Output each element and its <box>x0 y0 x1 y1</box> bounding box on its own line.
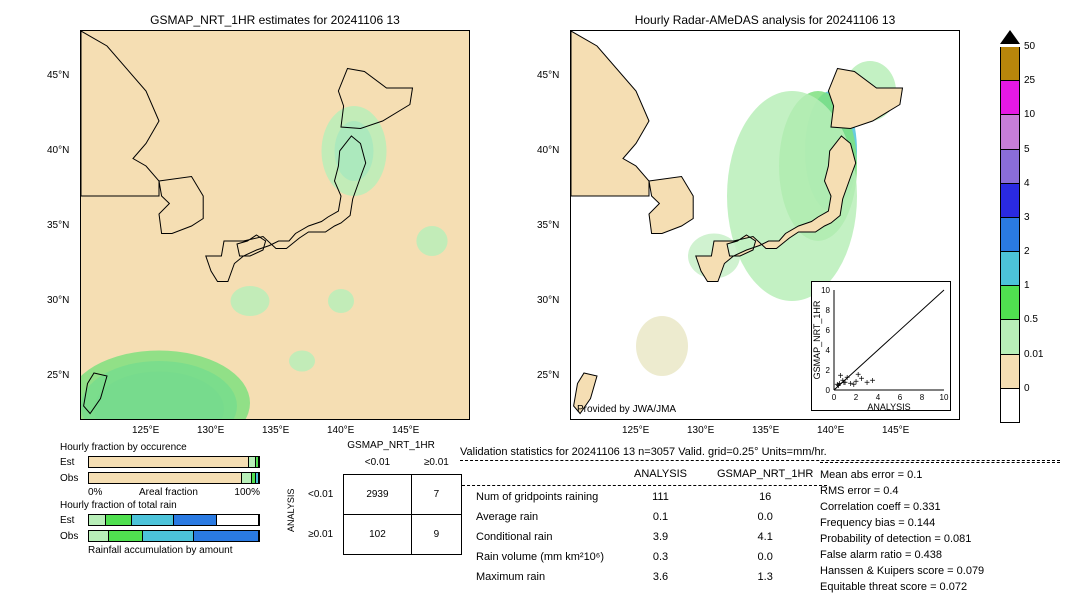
svg-text:2: 2 <box>854 393 859 402</box>
areal-100: 100% <box>234 487 260 498</box>
colorbar-label: 0 <box>1024 383 1030 394</box>
xtick: 145°E <box>882 425 909 436</box>
svg-text:6: 6 <box>826 326 831 335</box>
colorbar-label: 4 <box>1024 178 1030 189</box>
totalrain-est-bar <box>88 514 260 526</box>
provider-watermark: Provided by JWA/JMA <box>577 404 676 415</box>
svg-text:0: 0 <box>832 393 837 402</box>
ytick: 45°N <box>47 70 69 81</box>
ct-row-head: ANALYSIS <box>286 489 296 532</box>
xtick: 135°E <box>262 425 289 436</box>
colorbar-label: 10 <box>1024 109 1035 120</box>
occurence-obs-bar <box>88 472 260 484</box>
xtick: 130°E <box>687 425 714 436</box>
occurence-title: Hourly fraction by occurence <box>60 442 260 453</box>
metric-row: Probability of detection = 0.081 <box>820 531 1060 547</box>
contingency-table: <0.01≥0.01<0.0129397≥0.011029 <box>298 451 462 555</box>
svg-text:6: 6 <box>898 393 903 402</box>
colorbar-label: 0.01 <box>1024 349 1043 360</box>
accum-footer: Rainfall accumulation by amount <box>60 545 260 556</box>
metric-row: Equitable threat score = 0.072 <box>820 579 1060 595</box>
xtick: 135°E <box>752 425 779 436</box>
colorbar-label: 0.5 <box>1024 314 1038 325</box>
validation-metrics: Mean abs error = 0.1RMS error = 0.4Corre… <box>820 462 1060 595</box>
svg-text:0: 0 <box>826 386 831 395</box>
ytick: 40°N <box>47 145 69 156</box>
metric-row: Correlation coeff = 0.331 <box>820 499 1060 515</box>
radar-map: Hourly Radar-AMeDAS analysis for 2024110… <box>570 30 960 420</box>
areal-0: 0% <box>88 487 102 498</box>
areal-label: Areal fraction <box>139 487 198 498</box>
xtick: 130°E <box>197 425 224 436</box>
colorbar-label: 1 <box>1024 280 1030 291</box>
est-label: Est <box>60 457 88 468</box>
svg-text:4: 4 <box>826 346 831 355</box>
svg-text:10: 10 <box>940 393 949 402</box>
svg-text:10: 10 <box>821 286 830 295</box>
svg-text:GSMAP_NRT_1HR: GSMAP_NRT_1HR <box>812 300 822 379</box>
metric-row: Mean abs error = 0.1 <box>820 467 1060 483</box>
est-label-2: Est <box>60 515 88 526</box>
ytick: 35°N <box>537 220 559 231</box>
svg-text:2: 2 <box>826 366 831 375</box>
svg-text:8: 8 <box>826 306 831 315</box>
ytick: 40°N <box>537 145 559 156</box>
metric-row: False alarm ratio = 0.438 <box>820 547 1060 563</box>
xtick: 140°E <box>327 425 354 436</box>
ytick: 25°N <box>47 370 69 381</box>
scatter-inset: 00224466881010+++++++++++++++ANALYSISGSM… <box>811 281 951 411</box>
colorbar-label: 2 <box>1024 246 1030 257</box>
metric-row: RMS error = 0.4 <box>820 483 1060 499</box>
xtick: 125°E <box>132 425 159 436</box>
colorbar-label: 50 <box>1024 41 1035 52</box>
metric-row: Hanssen & Kuipers score = 0.079 <box>820 563 1060 579</box>
validation-table: ANALYSISGSMAP_NRT_1HRNum of gridpoints r… <box>460 463 829 588</box>
svg-text:8: 8 <box>920 393 925 402</box>
obs-label-2: Obs <box>60 531 88 542</box>
xtick: 140°E <box>817 425 844 436</box>
gsmap-map-svg <box>81 31 469 419</box>
occurence-est-bar <box>88 456 260 468</box>
ytick: 45°N <box>537 70 559 81</box>
svg-text:+: + <box>841 378 847 389</box>
ytick: 30°N <box>47 295 69 306</box>
fraction-bars: Hourly fraction by occurence Est Obs 0% … <box>60 440 260 558</box>
xtick: 145°E <box>392 425 419 436</box>
gsmap-map-title: GSMAP_NRT_1HR estimates for 20241106 13 <box>81 13 469 27</box>
svg-text:+: + <box>855 370 861 381</box>
radar-map-title: Hourly Radar-AMeDAS analysis for 2024110… <box>571 13 959 27</box>
colorbar-label: 3 <box>1024 212 1030 223</box>
obs-label: Obs <box>60 473 88 484</box>
totalrain-title: Hourly fraction of total rain <box>60 500 260 511</box>
gsmap-map: GSMAP_NRT_1HR estimates for 20241106 13 … <box>80 30 470 420</box>
svg-text:+: + <box>870 376 876 387</box>
metric-row: Frequency bias = 0.144 <box>820 515 1060 531</box>
ct-col-head: GSMAP_NRT_1HR <box>320 440 462 451</box>
ytick: 35°N <box>47 220 69 231</box>
totalrain-obs-bar <box>88 530 260 542</box>
svg-text:4: 4 <box>876 393 881 402</box>
ytick: 30°N <box>537 295 559 306</box>
colorbar-label: 5 <box>1024 144 1030 155</box>
svg-text:ANALYSIS: ANALYSIS <box>867 402 910 412</box>
colorbar: 502510543210.50.010 <box>1000 30 1020 423</box>
svg-text:+: + <box>851 380 857 391</box>
colorbar-label: 25 <box>1024 75 1035 86</box>
validation-header: Validation statistics for 20241106 13 n=… <box>460 446 1060 458</box>
contingency-wrap: GSMAP_NRT_1HR ANALYSIS <0.01≥0.01<0.0129… <box>280 440 462 555</box>
xtick: 125°E <box>622 425 649 436</box>
ytick: 25°N <box>537 370 559 381</box>
scatter-svg: 00224466881010+++++++++++++++ANALYSISGSM… <box>812 282 952 412</box>
